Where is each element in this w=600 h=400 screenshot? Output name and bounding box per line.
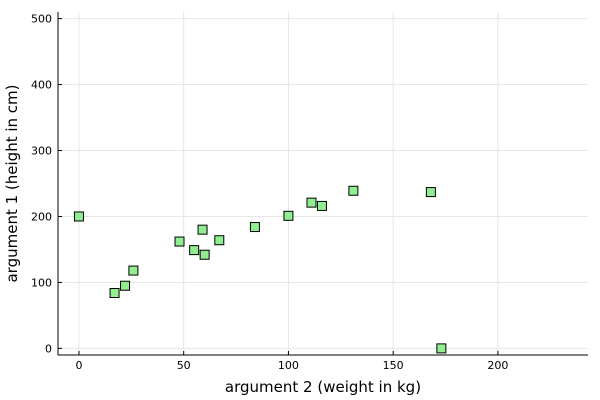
tick-labels: 0 50 100 150 200 0 100 200 300 400 500 xyxy=(31,13,508,372)
x-axis-title: argument 2 (weight in kg) xyxy=(225,378,421,396)
data-point xyxy=(197,224,208,235)
data-point xyxy=(120,280,131,291)
data-point xyxy=(306,197,317,208)
axes xyxy=(57,12,588,356)
data-point xyxy=(214,235,225,246)
data-point xyxy=(436,343,447,354)
data-point xyxy=(73,211,84,222)
y-tick-label: 500 xyxy=(31,13,52,26)
y-tick-label: 100 xyxy=(31,276,52,289)
y-tick-label: 200 xyxy=(31,210,52,223)
x-tick-label: 150 xyxy=(383,359,404,372)
data-point xyxy=(174,236,185,247)
data-point xyxy=(199,249,210,260)
x-tick-label: 50 xyxy=(177,359,191,372)
data-point xyxy=(283,210,294,221)
data-point xyxy=(348,185,359,196)
data-point xyxy=(249,222,260,233)
y-tick-label: 0 xyxy=(45,342,52,355)
data-point xyxy=(128,265,139,276)
y-tick-label: 400 xyxy=(31,79,52,92)
data-point xyxy=(316,200,327,211)
x-tick-label: 200 xyxy=(487,359,508,372)
y-tick-label: 300 xyxy=(31,145,52,158)
x-tick-label: 0 xyxy=(75,359,82,372)
data-point xyxy=(425,187,436,198)
data-point xyxy=(109,287,120,298)
y-axis-title: argument 1 (height in cm) xyxy=(3,84,21,282)
data-point xyxy=(189,245,200,256)
data-points xyxy=(73,185,447,354)
grid-lines xyxy=(58,12,588,355)
x-tick-label: 100 xyxy=(278,359,299,372)
